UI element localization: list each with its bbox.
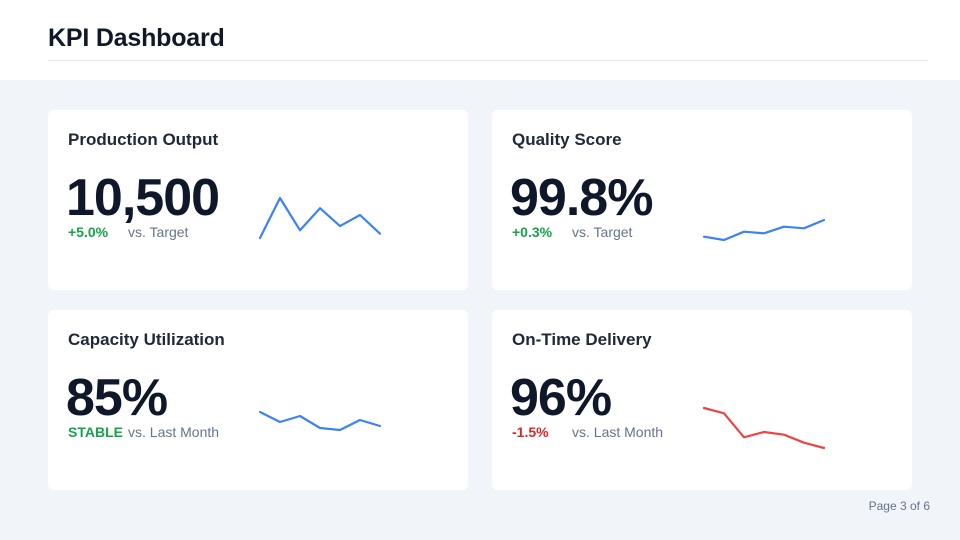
dashboard-header: KPI Dashboard bbox=[0, 0, 960, 80]
kpi-change: STABLE bbox=[68, 424, 123, 440]
card-title: Quality Score bbox=[512, 130, 622, 149]
kpi-value: 10,500 bbox=[66, 169, 220, 227]
kpi-card-on-time-delivery: On-Time Delivery 96% -1.5% vs. Last Mont… bbox=[492, 310, 912, 490]
kpi-card-production-output: Production Output 10,500 +5.0% vs. Targe… bbox=[48, 110, 468, 290]
card-title: Capacity Utilization bbox=[68, 330, 225, 349]
kpi-value: 85% bbox=[66, 369, 168, 427]
kpi-card-quality-score: Quality Score 99.8% +0.3% vs. Target bbox=[492, 110, 912, 290]
sparkline-chart bbox=[258, 410, 382, 432]
kpi-value: 99.8% bbox=[510, 169, 653, 227]
kpi-value: 96% bbox=[510, 369, 612, 427]
sparkline-chart bbox=[258, 196, 382, 240]
page-indicator: Page 3 of 6 bbox=[868, 499, 930, 513]
card-title: On-Time Delivery bbox=[512, 330, 652, 349]
card-title: Production Output bbox=[68, 130, 219, 149]
kpi-comparison-label: vs. Target bbox=[128, 224, 189, 240]
sparkline-line bbox=[702, 406, 826, 450]
kpi-change: -1.5% bbox=[512, 424, 549, 440]
sparkline-line bbox=[258, 410, 382, 432]
kpi-comparison-label: vs. Last Month bbox=[572, 424, 664, 440]
kpi-comparison-label: vs. Last Month bbox=[128, 424, 220, 440]
sparkline-chart bbox=[702, 406, 826, 450]
sparkline-line bbox=[258, 196, 382, 240]
header-divider bbox=[48, 60, 928, 61]
sparkline-chart bbox=[702, 218, 826, 242]
kpi-change: +5.0% bbox=[68, 224, 109, 240]
kpi-card-capacity-utilization: Capacity Utilization 85% STABLE vs. Last… bbox=[48, 310, 468, 490]
page-title: KPI Dashboard bbox=[48, 24, 225, 52]
sparkline-line bbox=[702, 218, 826, 242]
kpi-comparison-label: vs. Target bbox=[572, 224, 633, 240]
kpi-change: +0.3% bbox=[512, 224, 553, 240]
